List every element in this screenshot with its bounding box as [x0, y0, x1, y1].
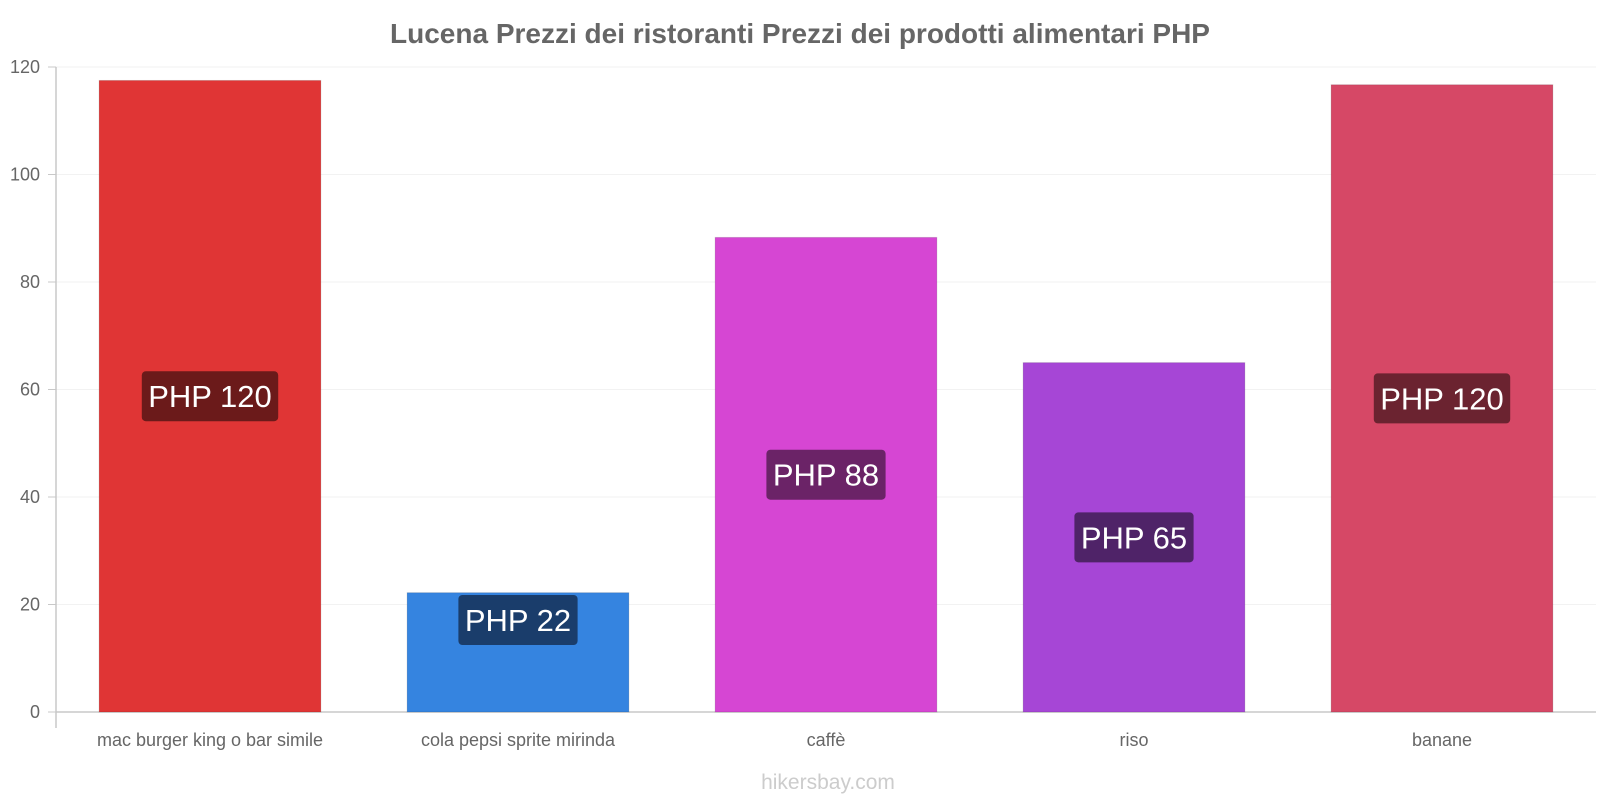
data-label-box	[141, 371, 279, 422]
x-tick-label: banane	[1412, 730, 1472, 750]
x-tick-label: caffè	[807, 730, 846, 750]
y-tick-label: 80	[20, 272, 40, 292]
data-label: PHP 22	[465, 603, 571, 638]
chart-title: Lucena Prezzi dei ristoranti Prezzi dei …	[390, 18, 1210, 49]
y-tick-label: 40	[20, 487, 40, 507]
y-tick-label: 120	[10, 57, 40, 77]
x-tick-label: riso	[1119, 730, 1148, 750]
y-tick-label: 60	[20, 380, 40, 400]
data-label-box	[1373, 373, 1511, 424]
watermark: hikersbay.com	[761, 771, 895, 794]
data-label-box	[766, 449, 886, 500]
data-labels: PHP 120 PHP 22 PHP 88 PHP 65 PHP 120	[141, 371, 1511, 645]
data-label: PHP 120	[1380, 381, 1504, 416]
data-label-box	[458, 595, 578, 645]
x-tick-label: mac burger king o bar simile	[97, 730, 323, 750]
data-label: PHP 120	[148, 379, 272, 414]
y-tick-label: 0	[30, 702, 40, 722]
data-label: PHP 88	[773, 458, 879, 493]
y-tick-label: 100	[10, 165, 40, 185]
x-tick-label: cola pepsi sprite mirinda	[421, 730, 616, 750]
y-tick-label: 20	[20, 595, 40, 615]
data-label-box	[1074, 512, 1194, 563]
data-label: PHP 65	[1081, 520, 1187, 555]
bars	[98, 79, 1554, 713]
